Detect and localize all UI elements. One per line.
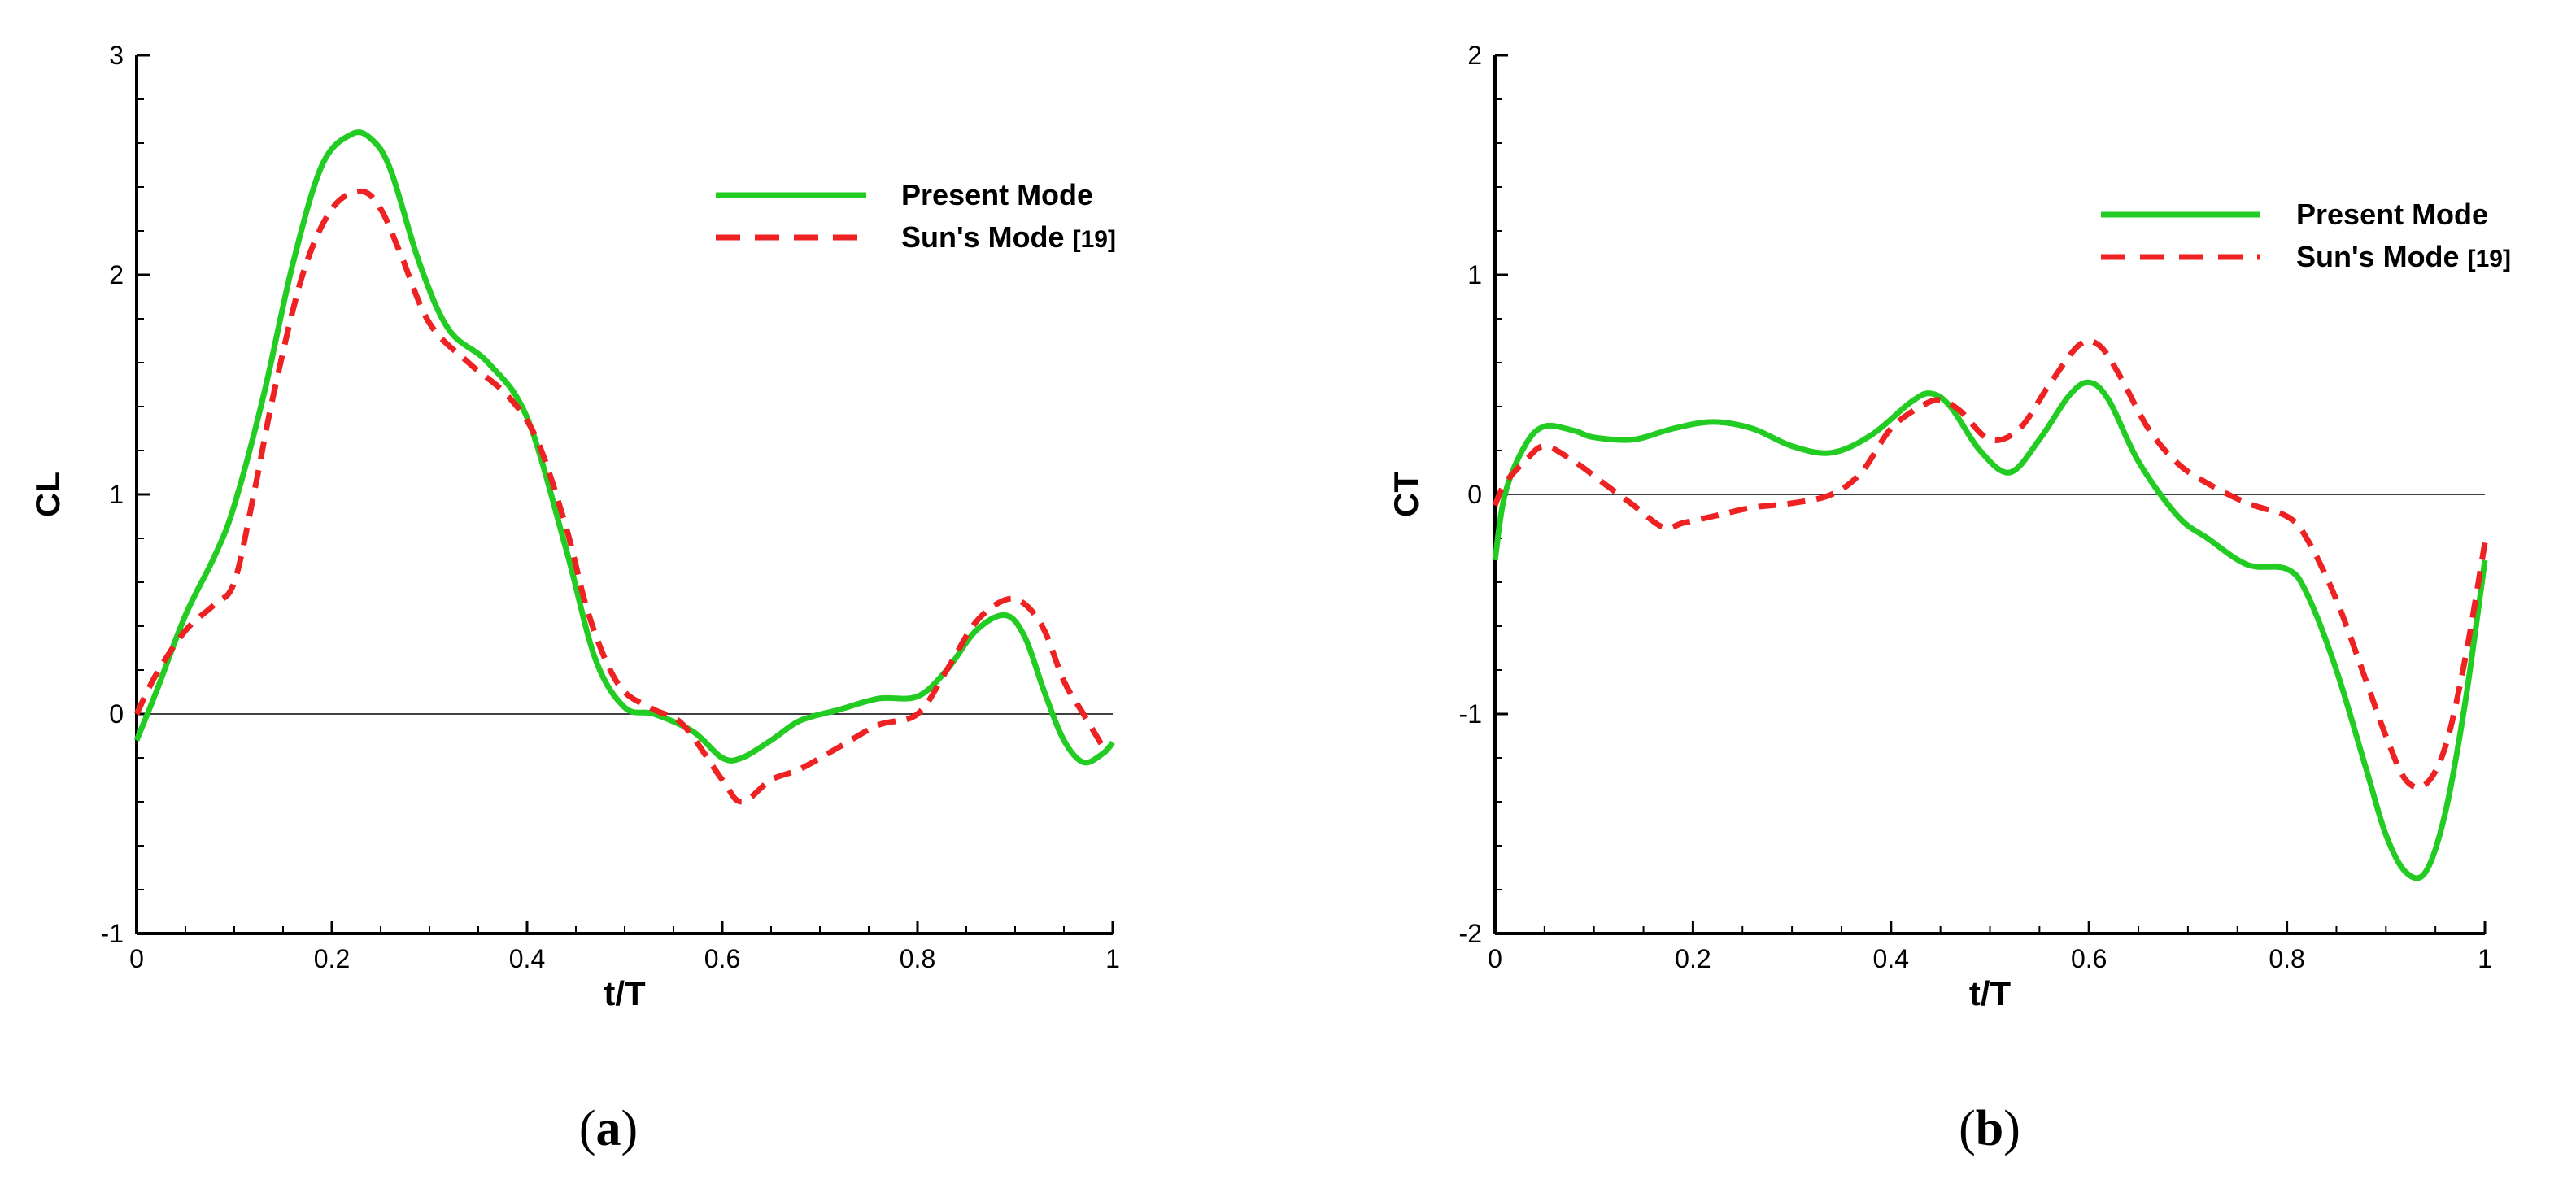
panel-caption: (a)	[579, 1101, 638, 1156]
x-tick-label: 0.6	[704, 944, 740, 973]
series-line-present-mode	[133, 129, 1115, 766]
legend-reference: [19]	[2468, 246, 2511, 272]
series-line-present-mode	[1492, 379, 2488, 881]
y-axis-title: CT	[1387, 472, 1425, 517]
y-tick-label: 2	[109, 260, 124, 289]
x-tick-label: 1	[1105, 944, 1120, 973]
y-tick-label: 1	[1467, 260, 1482, 289]
x-tick-label: 0.2	[314, 944, 350, 973]
x-tick-label: 0	[129, 944, 144, 973]
y-tick-label: 0	[1467, 480, 1482, 509]
x-axis-title: t/T	[1969, 974, 2012, 1012]
x-tick-label: 0.4	[509, 944, 545, 973]
y-tick-label: 0	[109, 699, 124, 729]
caption-letter: b	[1976, 1101, 2003, 1156]
legend: Present Mode Sun's Mode [19]	[716, 178, 1116, 254]
y-axis-title: CL	[28, 472, 67, 517]
y-tick-label: -2	[1459, 919, 1482, 948]
series-line-suns-mode	[1492, 337, 2488, 790]
x-tick-label: 1	[2478, 944, 2492, 973]
x-axis-title: t/T	[604, 974, 646, 1012]
x-tick-label: 0.8	[900, 944, 935, 973]
y-tick-label: -1	[101, 919, 124, 948]
legend-name: Sun's Mode	[901, 220, 1065, 254]
y-tick-label: 1	[109, 480, 124, 509]
caption-letter: a	[596, 1101, 621, 1156]
legend-reference: [19]	[1073, 226, 1116, 253]
axis-ticks: 0 0.2 0.4 0.6 0.8 1 -2 -1 0 1 2	[1459, 41, 2492, 973]
y-tick-label: 3	[109, 41, 124, 70]
legend-label-suns-mode: Sun's Mode [19]	[2296, 240, 2511, 273]
x-tick-label: 0.2	[1675, 944, 1711, 973]
legend-label-suns-mode: Sun's Mode [19]	[901, 220, 1116, 254]
panel-caption: (b)	[1959, 1101, 2020, 1156]
x-tick-label: 0.4	[1873, 944, 1909, 973]
x-tick-label: 0.8	[2269, 944, 2304, 973]
y-tick-label: 2	[1467, 41, 1482, 70]
chart-panel-b: 0 0.2 0.4 0.6 0.8 1 -2 -1 0 1 2 t/T CT Present Mod…	[1387, 41, 2511, 1156]
x-tick-label: 0	[1488, 944, 1502, 973]
series-group	[133, 129, 1115, 805]
series-line-suns-mode	[133, 188, 1106, 805]
series-group	[1492, 337, 2488, 881]
legend: Present Mode Sun's Mode [19]	[2101, 198, 2511, 273]
legend-name: Sun's Mode	[2296, 240, 2460, 273]
legend-label-present-mode: Present Mode	[901, 178, 1093, 211]
y-tick-label: -1	[1459, 699, 1482, 729]
x-tick-label: 0.6	[2071, 944, 2107, 973]
legend-label-present-mode: Present Mode	[2296, 198, 2488, 231]
